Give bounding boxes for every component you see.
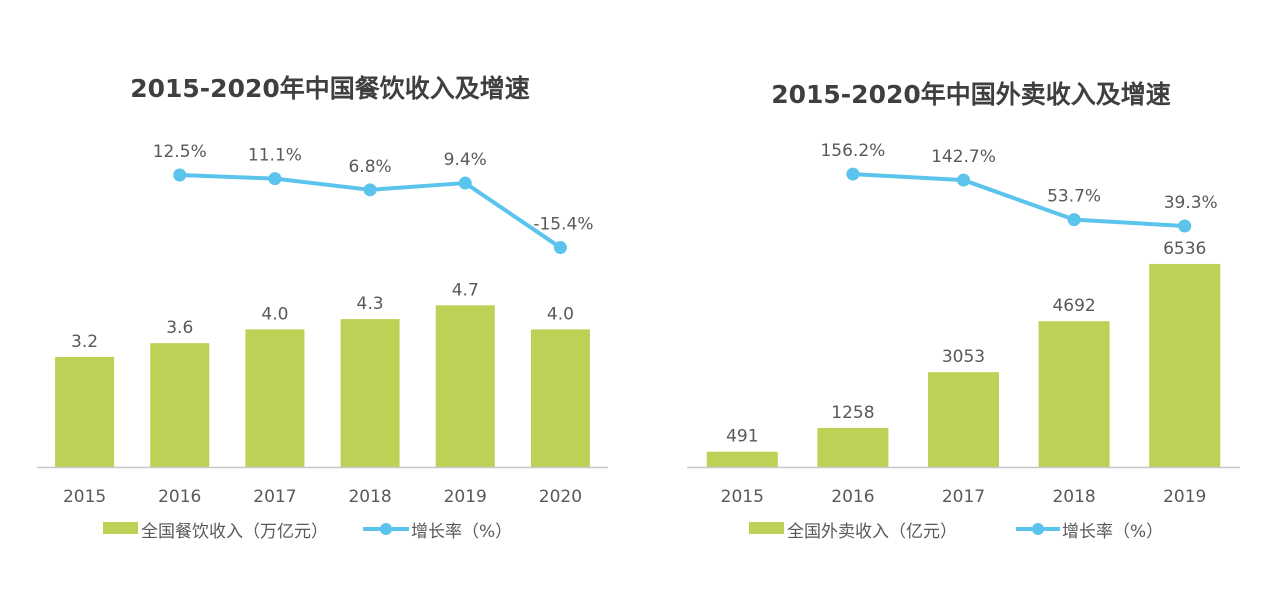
x-tick-2019: 2019: [444, 487, 487, 507]
line-point-2018: [363, 183, 377, 197]
x-tick-2018: 2018: [348, 487, 391, 507]
bar-2019: [1149, 263, 1221, 467]
bar-label-2020: 4.0: [547, 304, 574, 324]
bar-2020: [530, 329, 590, 467]
bar-data-labels: 491 1258 3053 4692 6536: [726, 239, 1206, 447]
bar-2016: [150, 343, 210, 467]
x-axis-ticks: 2015 2016 2017 2018 2019: [721, 487, 1207, 507]
line-label-2019: 39.3%: [1164, 193, 1218, 213]
line-label-2016: 156.2%: [820, 141, 885, 161]
bar-data-labels: 3.2 3.6 4.0 4.3 4.7 4.0: [71, 280, 574, 352]
line-series: [173, 168, 567, 255]
line-point-2017: [957, 173, 970, 187]
line-point-2016: [846, 167, 860, 181]
x-tick-2017: 2017: [253, 487, 296, 507]
x-axis-ticks: 2015 2016 2017 2018 2019 2020: [63, 487, 582, 507]
chart-title: 2015-2020年中国外卖收入及增速: [771, 80, 1171, 109]
bar-2018: [340, 319, 400, 467]
line-series: [846, 167, 1192, 233]
x-tick-2017: 2017: [942, 487, 985, 507]
bar-label-2016: 1258: [831, 403, 874, 423]
bar-label-2015: 3.2: [71, 332, 98, 352]
line-point-2019: [1178, 219, 1192, 233]
bar-label-2018: 4.3: [357, 294, 384, 314]
bar-label-2016: 3.6: [166, 318, 193, 338]
line-point-2019: [458, 176, 472, 190]
legend-bar-swatch: [103, 522, 138, 534]
x-tick-2020: 2020: [539, 487, 582, 507]
x-tick-2015: 2015: [721, 487, 764, 507]
x-tick-2015: 2015: [63, 487, 106, 507]
legend-line-marker: [1032, 523, 1044, 535]
line-point-2020: [553, 241, 567, 255]
legend-line-label: 增长率（%）: [1062, 522, 1163, 542]
line-point-2018: [1067, 213, 1081, 227]
x-tick-2016: 2016: [831, 487, 874, 507]
line-label-2020: -15.4%: [533, 215, 593, 235]
bar-2018: [1038, 321, 1110, 467]
bar-series: [55, 305, 590, 467]
x-tick-2019: 2019: [1163, 487, 1206, 507]
legend-line-marker: [380, 523, 392, 535]
x-tick-2016: 2016: [158, 487, 201, 507]
line-label-2018: 53.7%: [1047, 187, 1101, 207]
bar-label-2017: 3053: [942, 347, 985, 367]
line-label-2017: 11.1%: [248, 146, 302, 166]
line-label-2016: 12.5%: [153, 142, 207, 162]
bar-label-2019: 4.7: [452, 280, 479, 300]
line-label-2019: 9.4%: [444, 150, 487, 170]
bar-2017: [928, 372, 999, 467]
line-label-2017: 142.7%: [931, 147, 996, 167]
bar-label-2019: 6536: [1163, 239, 1206, 259]
line-point-2016: [173, 168, 187, 182]
x-tick-2018: 2018: [1052, 487, 1095, 507]
bar-label-2018: 4692: [1052, 296, 1095, 316]
bar-2015: [55, 356, 115, 467]
chart-delivery-revenue: 2015-2020年中国外卖收入及增速 491 1258 3053 4692 6536 …: [640, 0, 1280, 603]
bar-2015: [706, 451, 778, 467]
bar-series: [706, 263, 1221, 467]
bar-label-2015: 491: [726, 427, 758, 447]
legend-bar-label: 全国餐饮收入（万亿元）: [141, 522, 328, 542]
chart-restaurant-revenue: 2015-2020年中国餐饮收入及增速 3.2 3.6 4.0 4.3 4.7 4.0 1…: [37, 74, 608, 542]
legend: 全国餐饮收入（万亿元） 增长率（%）: [103, 522, 512, 542]
legend-bar-label: 全国外卖收入（亿元）: [787, 522, 957, 542]
line-label-2018: 6.8%: [348, 157, 391, 177]
chart-canvas-left: 2015-2020年中国餐饮收入及增速 3.2 3.6 4.0 4.3 4.7 4.0 1…: [37, 74, 608, 542]
legend-line-label: 增长率（%）: [411, 522, 512, 542]
bar-label-2017: 4.0: [261, 304, 288, 324]
legend-bar-swatch: [749, 522, 784, 534]
line-data-labels: 12.5% 11.1% 6.8% 9.4% -15.4%: [153, 142, 594, 235]
legend: 全国外卖收入（亿元） 增长率（%）: [749, 522, 1163, 542]
chart-title: 2015-2020年中国餐饮收入及增速: [130, 74, 530, 103]
line-data-labels: 156.2% 142.7% 53.7% 39.3%: [820, 141, 1217, 213]
bar-2016: [817, 427, 889, 467]
chart-canvas-right: 2015-2020年中国外卖收入及增速 4911258305346926536 …: [687, 80, 1240, 542]
bar-2019: [435, 305, 495, 467]
growth-rate-line: [852, 172, 1185, 229]
line-point-2017: [268, 172, 282, 186]
bar-2017: [245, 329, 305, 467]
